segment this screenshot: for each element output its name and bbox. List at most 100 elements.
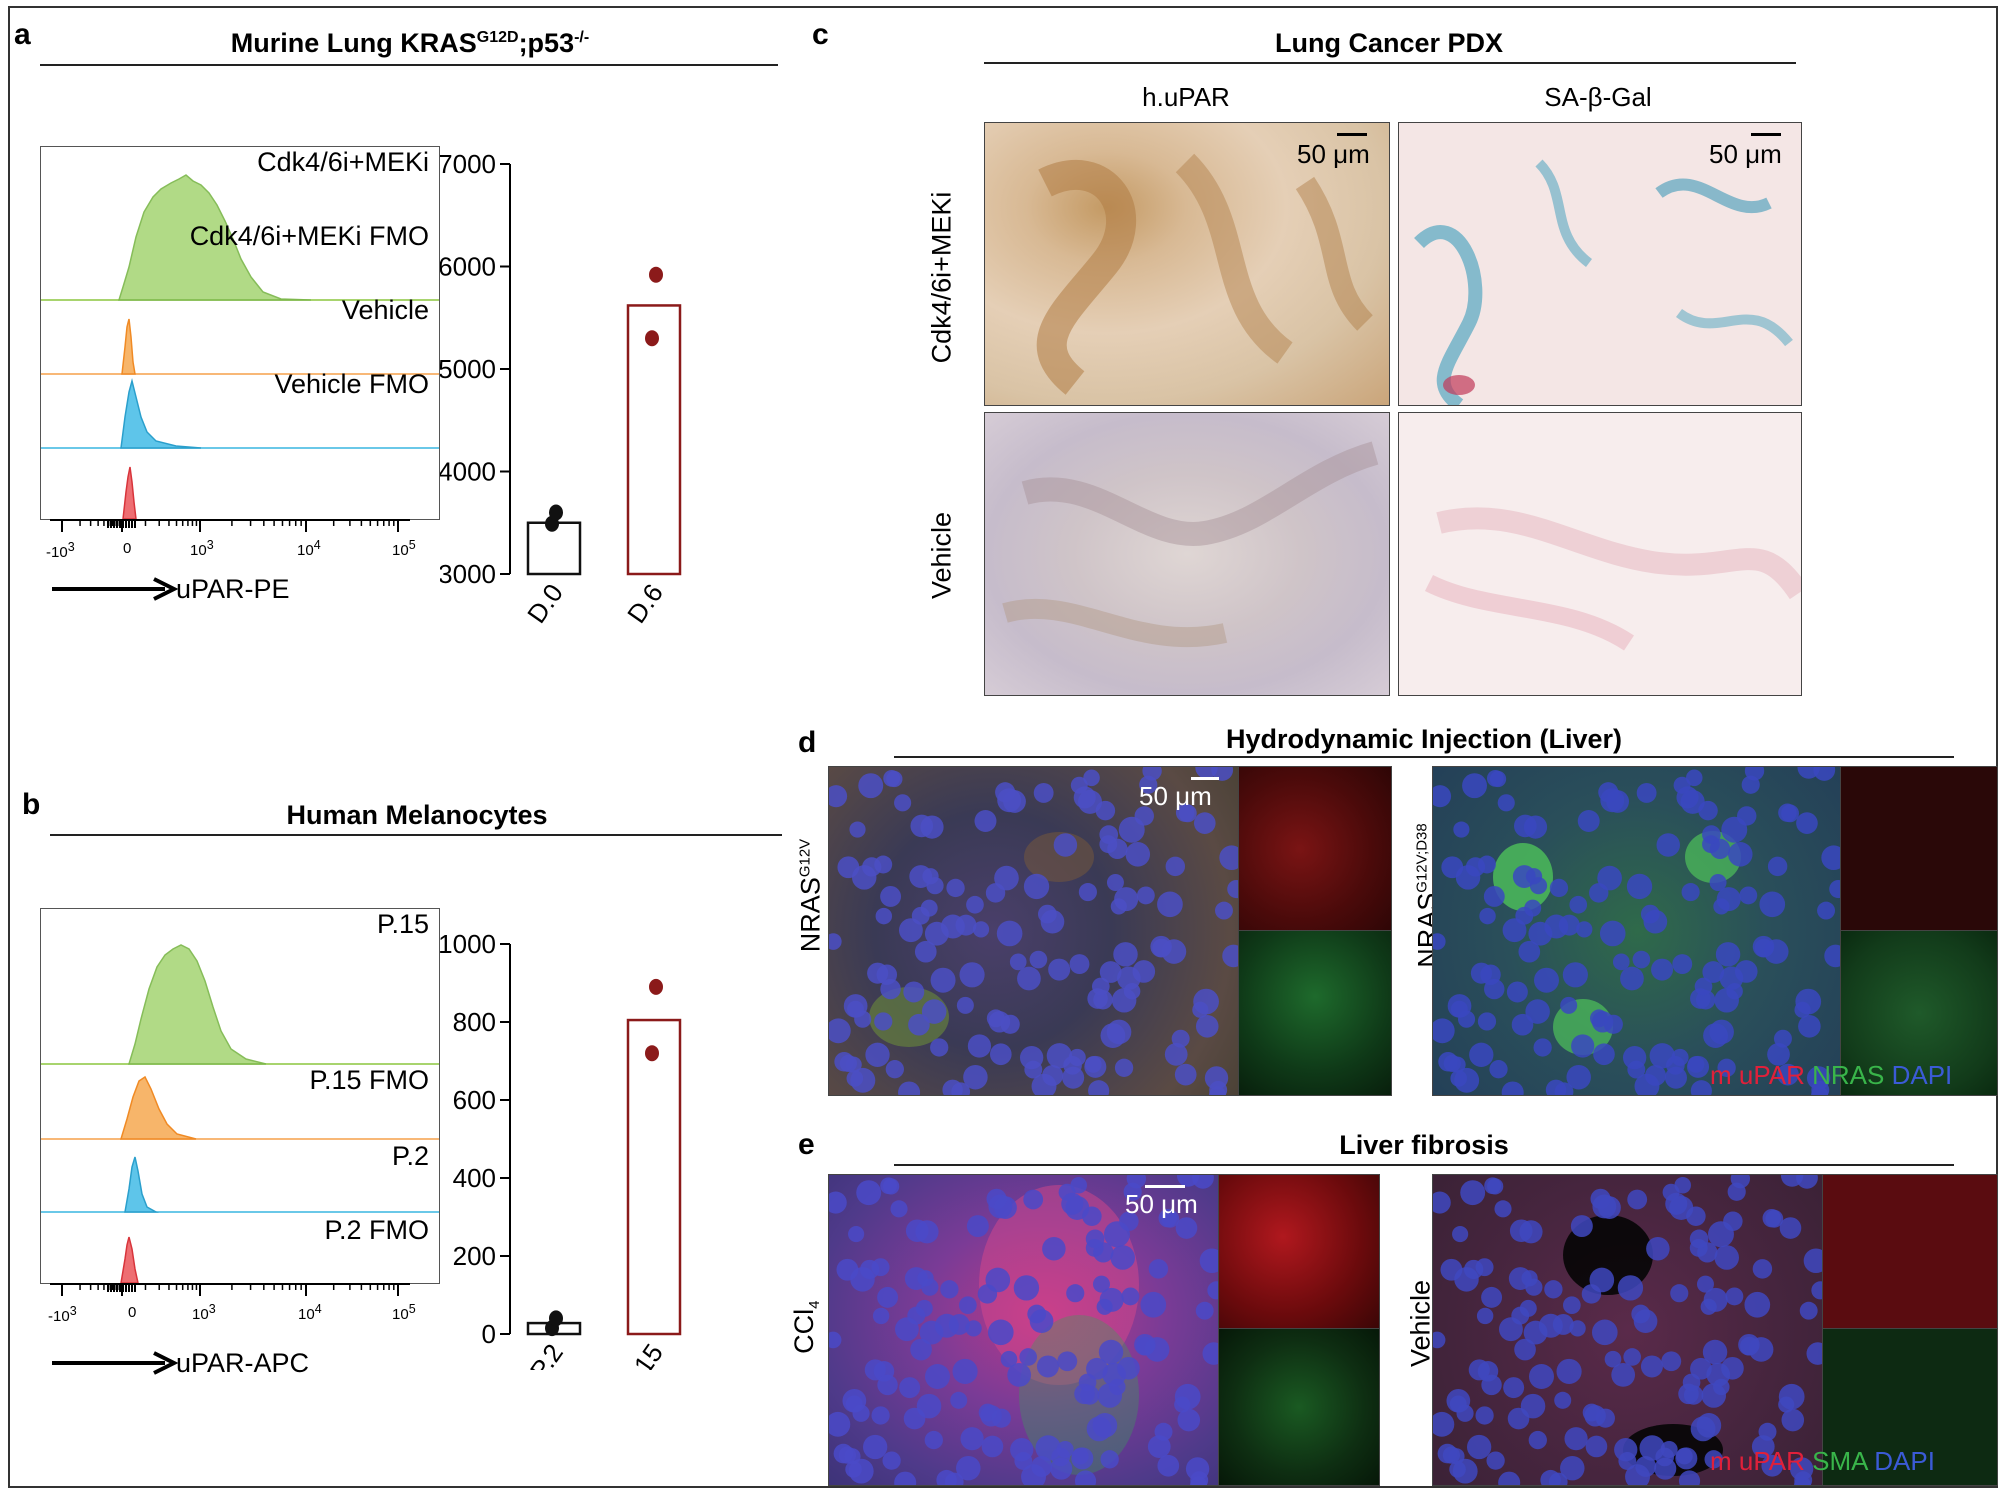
panel-d-letter: d bbox=[798, 726, 817, 759]
x-tick-label: P.2 bbox=[524, 1338, 569, 1370]
panel-b-histogram-svg bbox=[41, 944, 439, 1283]
panel-c-row-label-2: Vehicle bbox=[926, 511, 957, 600]
nucleus bbox=[1540, 1469, 1561, 1485]
if-vehicle-merge bbox=[1432, 1174, 1824, 1486]
nucleus bbox=[1503, 1377, 1525, 1399]
nucleus bbox=[1123, 1182, 1142, 1201]
nucleus bbox=[915, 1220, 939, 1244]
panel-e-title-rule bbox=[894, 1164, 1954, 1166]
nucleus bbox=[1466, 1434, 1492, 1460]
nucleus bbox=[1433, 1331, 1446, 1349]
nucleus bbox=[1031, 1456, 1053, 1477]
ihc-sagal-treated-texture bbox=[1414, 159, 1793, 405]
nucleus bbox=[1469, 1042, 1494, 1067]
nucleus bbox=[922, 868, 939, 885]
nucleus bbox=[1460, 1180, 1486, 1206]
nucleus bbox=[1099, 825, 1119, 844]
nucleus bbox=[829, 785, 848, 808]
nucleus bbox=[1560, 996, 1578, 1014]
nucleus bbox=[1438, 1051, 1458, 1072]
nucleus bbox=[1195, 1014, 1219, 1038]
nucleus bbox=[1562, 1296, 1581, 1315]
nucleus bbox=[1744, 1291, 1771, 1318]
ihc-huPAR-vehicle-texture bbox=[1002, 441, 1379, 648]
hist-a-minor-ticks bbox=[50, 519, 410, 532]
nucleus bbox=[1484, 978, 1505, 1000]
nucleus bbox=[1086, 1357, 1108, 1380]
nucleus bbox=[972, 921, 990, 938]
nucleus bbox=[1576, 921, 1593, 938]
nucleus bbox=[1614, 1438, 1638, 1462]
nucleus bbox=[1675, 1447, 1698, 1470]
panel-d-row-label-2-sup: G12V;D38 bbox=[1413, 823, 1431, 893]
nucleus bbox=[894, 794, 912, 812]
nucleus bbox=[1017, 966, 1041, 991]
nucleus bbox=[872, 1307, 890, 1325]
nucleus bbox=[1204, 1066, 1229, 1090]
nucleus bbox=[1518, 940, 1541, 963]
if-vehicle-red-channel bbox=[1822, 1174, 1998, 1330]
nucleus bbox=[1702, 825, 1721, 844]
nucleus bbox=[1654, 1457, 1677, 1480]
if-ccl4-red-channel bbox=[1218, 1174, 1380, 1330]
nucleus bbox=[908, 1013, 930, 1036]
nucleus bbox=[1070, 1176, 1088, 1194]
y-tick-label: 200 bbox=[453, 1241, 496, 1271]
nucleus bbox=[1795, 988, 1822, 1015]
nucleus bbox=[1545, 1079, 1567, 1095]
nucleus bbox=[1497, 794, 1515, 812]
hist-b-tick-5-exp: 5 bbox=[408, 1302, 416, 1316]
nucleus bbox=[1106, 1019, 1132, 1045]
nucleus bbox=[920, 815, 944, 839]
ihc-scale-label-2: 50 μm bbox=[1709, 139, 1782, 169]
panel-c-row-label-1: Cdk4/6i+MEKi bbox=[926, 191, 957, 364]
y-tick-label: 0 bbox=[482, 1319, 496, 1349]
y-tick-label: 3000 bbox=[440, 559, 496, 589]
nucleus bbox=[1592, 1194, 1617, 1219]
nucleus bbox=[1452, 1226, 1469, 1243]
y-tick-label: 4000 bbox=[440, 457, 496, 487]
x-tick-label: D.6 bbox=[621, 578, 669, 628]
nucleus bbox=[960, 1427, 984, 1451]
nucleus bbox=[1053, 833, 1078, 857]
hist-b-tick-1-base: -10 bbox=[48, 1308, 70, 1325]
panel-a-histogram: Cdk4/6i+MEKi Cdk4/6i+MEKi FMO Vehicle Ve… bbox=[40, 146, 440, 520]
nucleus bbox=[974, 810, 997, 833]
nucleus bbox=[898, 918, 923, 943]
nucleus bbox=[829, 933, 842, 950]
nucleus bbox=[966, 895, 984, 914]
hist-a-cdk-mek-fmo bbox=[121, 318, 136, 375]
nucleus bbox=[1117, 1356, 1140, 1380]
panel-c-col-label-2: SA-β-Gal bbox=[1544, 82, 1652, 112]
bar-p15 bbox=[626, 1018, 682, 1336]
hist-b-tick-3-exp: 3 bbox=[208, 1302, 216, 1316]
if-ccl4-merge-nuclei bbox=[829, 1175, 1219, 1485]
ihc-huPAR-treated: 50 μm bbox=[984, 122, 1390, 406]
nucleus bbox=[1708, 1221, 1734, 1248]
nucleus bbox=[1799, 1301, 1818, 1320]
nucleus bbox=[1157, 891, 1183, 918]
hist-a-tick-5-base: 10 bbox=[392, 542, 409, 559]
nucleus bbox=[1174, 1383, 1201, 1410]
nucleus bbox=[1498, 1471, 1521, 1485]
nucleus bbox=[934, 1313, 959, 1338]
panel-e-legend-uPAR: m uPAR bbox=[1710, 1446, 1805, 1476]
nucleus bbox=[1560, 1455, 1585, 1481]
nucleus bbox=[1092, 1413, 1118, 1438]
nucleus bbox=[1721, 816, 1748, 843]
hist-b-p15 bbox=[127, 944, 267, 1065]
nucleus bbox=[1463, 1259, 1484, 1280]
nucleus bbox=[1687, 1055, 1710, 1078]
hist-b-p2-fmo bbox=[120, 1236, 139, 1283]
nucleus bbox=[1671, 1048, 1689, 1066]
nucleus bbox=[1696, 1413, 1722, 1438]
hist-a-arrow bbox=[52, 577, 179, 601]
nucleus bbox=[1623, 1348, 1642, 1366]
nucleus bbox=[1709, 838, 1731, 860]
nucleus bbox=[1676, 786, 1699, 809]
hist-b-tick-4-base: 10 bbox=[298, 1306, 315, 1323]
nucleus bbox=[1056, 1440, 1074, 1459]
nucleus bbox=[980, 1405, 1002, 1427]
nucleus bbox=[1154, 1422, 1173, 1441]
nucleus bbox=[1715, 942, 1741, 967]
